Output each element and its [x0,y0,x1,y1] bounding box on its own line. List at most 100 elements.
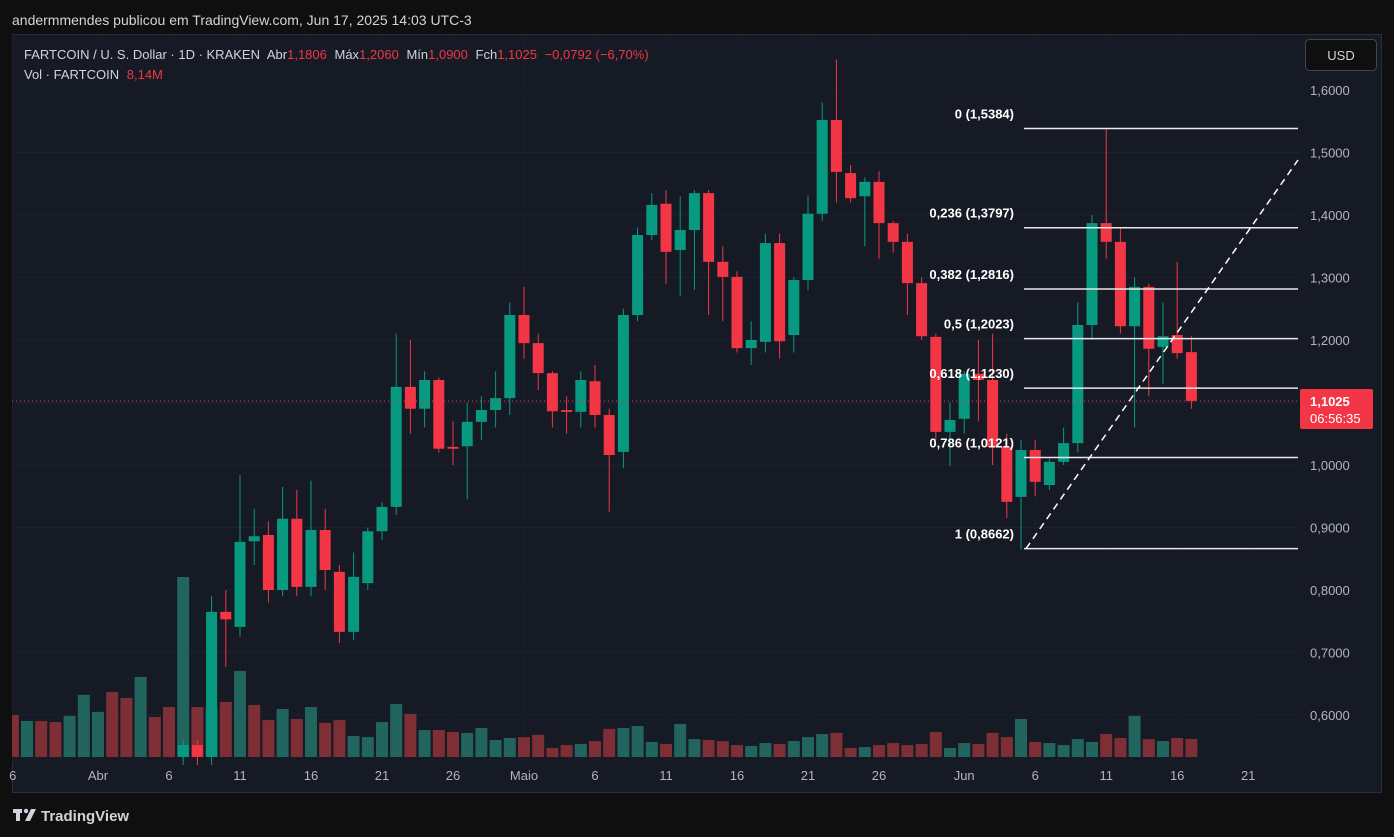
candle-body [916,283,928,337]
brand-name: TradingView [41,808,129,825]
volume-bar [617,728,630,757]
currency-button[interactable] [1305,39,1377,71]
volume-value: 8,14M [127,67,163,82]
candle-body [972,373,984,380]
grid [12,35,1298,765]
volume-bar [816,734,829,757]
volume-bar [1015,718,1027,757]
candle-body [1015,450,1027,497]
candle-body [1043,461,1055,485]
volume-bar [688,739,701,757]
y-tick-label: 0,6000 [1310,708,1350,723]
volume-bar [1114,737,1127,757]
candle-body [1157,336,1169,347]
y-tick-label: 1,0000 [1310,458,1350,473]
candle-body [376,506,388,532]
volume-bar [1185,739,1198,757]
x-tick-label: 11 [233,768,247,783]
candle-body [688,193,700,230]
volume-bar [1142,739,1155,757]
volume-bar [773,743,786,757]
volume-bar [858,747,871,757]
candle-body [987,380,999,447]
x-tick-label: 21 [801,768,815,783]
volume-bar [532,734,545,757]
candle-body [234,541,246,627]
volume-bar [248,705,261,757]
x-tick-label: 6 [591,768,598,783]
candle-body [859,181,871,197]
volume-label: Vol · FARTCOIN [24,67,119,82]
candle-body [518,315,530,344]
ohlc-value: 1,1025 [497,47,537,62]
candle-body [958,373,970,419]
ohlc-label: Abr [267,47,288,62]
volume-bar [262,720,275,757]
volume-bar [489,739,502,757]
volume-bar [716,741,729,757]
candle-body [404,386,416,409]
volume-bar [518,737,530,757]
volume-bar [929,732,942,757]
candle-body [1171,335,1183,354]
volume-bar [92,711,104,757]
x-tick-label: 11 [1099,768,1113,783]
candle-body [745,340,757,349]
candle-body [262,535,274,590]
change: −0,0792 (−6,70%) [545,47,649,62]
volume-bar [305,707,317,757]
volume-bar [1000,737,1013,757]
fib-label: 0,5 (1,2023) [944,317,1014,332]
ohlc-value: 1,0900 [428,47,468,62]
volume-bar [376,722,388,757]
candle-body [617,315,629,452]
x-tick-label: 26 [872,768,886,783]
axes: 0,60000,70000,80000,90001,00001,10001,20… [9,83,1373,783]
x-tick-label: 11 [659,768,673,783]
candle-body [873,181,885,224]
volume-bar [1157,741,1169,757]
candle-body [546,373,558,412]
volume-bar [915,743,928,757]
candle-body [1143,286,1155,349]
candle-body [561,410,573,412]
x-tick-label: 21 [1241,768,1255,783]
candle-body [802,213,814,280]
volume-bar [177,577,190,757]
volume-bar [631,726,644,757]
volume-bar [77,694,90,757]
volume-bar [986,732,999,757]
y-tick-label: 1,4000 [1310,208,1350,223]
candle-body [717,261,729,277]
volume-bar [461,732,474,757]
currency-label[interactable]: USD [1327,48,1354,63]
candle-body [433,380,445,449]
x-tick-label: Maio [510,768,538,783]
volume-bar [972,743,985,757]
y-tick-label: 0,9000 [1310,521,1350,536]
volume-bar [546,747,559,757]
candle-body [944,420,956,432]
candle-body [646,205,658,235]
candle-body [305,530,317,587]
ohlc-value: 1,2060 [359,47,399,62]
volume-bar [1029,741,1042,757]
candle-body [206,611,218,757]
volume-bar [234,670,246,757]
volume-bar [475,728,488,757]
fib-label: 0,382 (1,2816) [929,267,1014,282]
fib-label: 0,786 (1,0121) [929,435,1014,450]
volume-bar [759,743,772,757]
countdown-label: 06:56:35 [1310,411,1361,426]
x-tick-label: 16 [730,768,744,783]
candle-body [1072,325,1084,444]
volume-bar [787,741,800,757]
author-line: andermmendes publicou em TradingView.com… [12,12,472,28]
volume-bar [63,715,76,757]
volume-bar [134,676,147,757]
x-tick-label: 16 [304,768,318,783]
fib-label: 0,618 (1,1230) [929,366,1014,381]
volume-bar [1128,715,1141,757]
candle-body [419,380,431,409]
candle-body [930,336,942,432]
